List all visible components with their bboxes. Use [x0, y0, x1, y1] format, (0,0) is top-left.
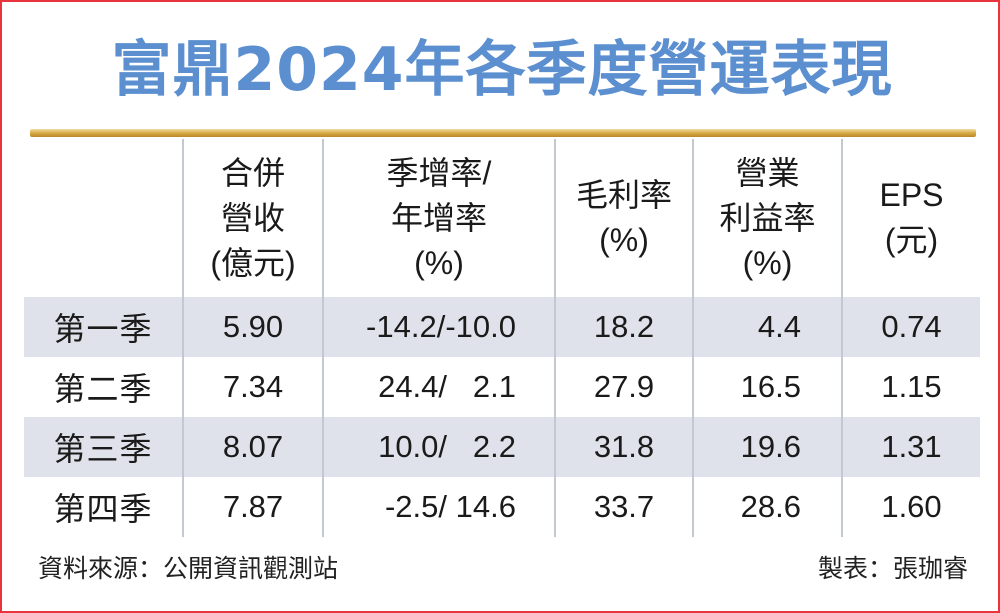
- growth-gap: [447, 429, 473, 465]
- data-table: 合併 營收 (億元) 季增率/ 年增率 (%) 毛利率 (%) 營業 利益率 (…: [24, 139, 980, 537]
- growth-cell: -2.5/ 14.6: [322, 477, 554, 537]
- growth-cell: 10.0/ 2.2: [322, 417, 554, 477]
- eps-cell: 1.15: [841, 357, 980, 417]
- eps-cell: 1.31: [841, 417, 980, 477]
- gross-margin-cell: 27.9: [554, 357, 692, 417]
- growth-separator: /: [438, 489, 448, 524]
- header-text: (%): [742, 244, 793, 281]
- row-label: 第一季: [53, 311, 153, 347]
- header-row: 合併 營收 (億元) 季增率/ 年增率 (%) 毛利率 (%) 營業 利益率 (…: [24, 139, 980, 297]
- row-label: 第二季: [53, 371, 153, 407]
- header-text: (元): [884, 222, 939, 258]
- eps-cell: 0.74: [841, 297, 980, 357]
- header-text: 利益率: [719, 199, 816, 236]
- table-row: 第四季 7.87 -2.5/ 14.6 33.7 28.6 1.60: [24, 477, 980, 537]
- header-text: (%): [599, 222, 649, 258]
- yoy-value: 14.6: [455, 489, 516, 524]
- revenue-cell: 5.90: [182, 297, 322, 357]
- gross-margin-cell: 18.2: [554, 297, 692, 357]
- title-divider: [30, 129, 976, 137]
- growth-cell: 24.4/ 2.1: [322, 357, 554, 417]
- header-text: 毛利率: [575, 177, 672, 213]
- growth-separator: /: [436, 309, 446, 344]
- header-cell-growth: 季增率/ 年增率 (%): [322, 139, 554, 297]
- chart-title: 富鼎2024年各季度營運表現: [111, 35, 893, 105]
- header-cell-quarter: [24, 139, 182, 297]
- growth-gap: [447, 489, 456, 525]
- qoq-value: 24.4: [378, 369, 439, 404]
- header-text: (億元): [210, 244, 296, 281]
- header-text: 年增率: [390, 199, 487, 236]
- header-text: (%): [414, 244, 464, 281]
- row-label: 第四季: [53, 491, 153, 527]
- operating-margin-cell: 28.6: [692, 477, 841, 537]
- revenue-cell: 8.07: [182, 417, 322, 477]
- growth-separator: /: [438, 369, 448, 404]
- table-row: 第一季 5.90 -14.2/-10.0 18.2 4.4 0.74: [24, 297, 980, 357]
- header-text: 營收: [220, 199, 285, 236]
- footer: 資料來源：公開資訊觀測站 製表：張珈睿: [24, 539, 980, 589]
- source-note: 資料來源：公開資訊觀測站: [38, 555, 339, 583]
- yoy-value: 2.1: [472, 369, 516, 404]
- table-row: 第二季 7.34 24.4/ 2.1 27.9 16.5 1.15: [24, 357, 980, 417]
- gross-margin-cell: 31.8: [554, 417, 692, 477]
- eps-cell: 1.60: [841, 477, 980, 537]
- revenue-cell: 7.34: [182, 357, 322, 417]
- header-cell-operating-margin: 營業 利益率 (%): [692, 139, 841, 297]
- author-note: 製表：張珈睿: [817, 555, 968, 583]
- yoy-value: 2.2: [472, 429, 516, 464]
- qoq-value: 10.0: [378, 429, 439, 464]
- header-cell-revenue: 合併 營收 (億元): [182, 139, 322, 297]
- qoq-value: -14.2: [366, 309, 437, 344]
- growth-gap: [447, 369, 473, 405]
- operating-margin-cell: 19.6: [692, 417, 841, 477]
- revenue-cell: 7.87: [182, 477, 322, 537]
- header-cell-eps: EPS (元): [841, 139, 980, 297]
- operating-margin-cell: 16.5: [692, 357, 841, 417]
- header-text: EPS: [879, 177, 944, 213]
- growth-cell: -14.2/-10.0: [322, 297, 554, 357]
- header-text: 合併: [220, 154, 285, 191]
- header-text: 季增率/: [386, 154, 492, 191]
- yoy-value: -10.0: [445, 309, 516, 344]
- table-row: 第三季 8.07 10.0/ 2.2 31.8 19.6 1.31: [24, 417, 980, 477]
- header-cell-gross-margin: 毛利率 (%): [554, 139, 692, 297]
- qoq-value: -2.5: [384, 489, 439, 524]
- header-text: 營業: [735, 154, 800, 191]
- gross-margin-cell: 33.7: [554, 477, 692, 537]
- row-label: 第三季: [53, 431, 153, 467]
- operating-margin-cell: 4.4: [692, 297, 841, 357]
- growth-separator: /: [438, 429, 448, 464]
